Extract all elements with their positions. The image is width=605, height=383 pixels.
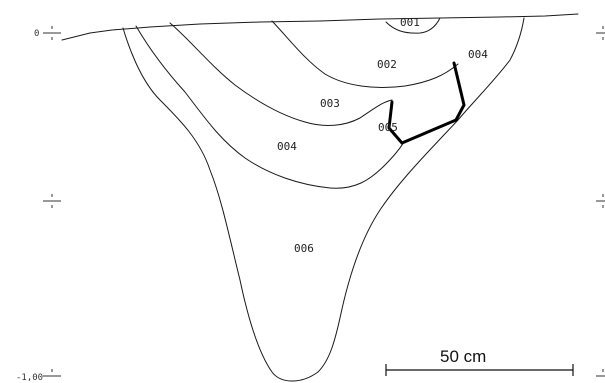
layer-002-boundary xyxy=(271,20,459,88)
layer-label-004-right: 004 xyxy=(468,48,488,61)
ground-surface-line xyxy=(61,13,579,41)
layer-label-006: 006 xyxy=(294,242,314,255)
layer-label-002: 002 xyxy=(377,58,397,71)
depth-label-bottom: -1,00 xyxy=(16,373,43,383)
scale-bar xyxy=(385,364,574,376)
layer-001-boundary xyxy=(385,17,441,34)
layer-label-004-left: 004 xyxy=(277,140,297,153)
survey-cross-right-top xyxy=(596,26,605,40)
survey-cross-left-top xyxy=(43,26,61,40)
pit-outline xyxy=(122,17,525,382)
survey-cross-left-bottom xyxy=(43,369,61,377)
layer-005-pit-outline xyxy=(387,61,466,145)
scale-bar-label: 50 cm xyxy=(440,347,486,366)
layer-label-003: 003 xyxy=(320,97,340,110)
survey-cross-right-bottom xyxy=(596,369,605,377)
survey-cross-right-middle xyxy=(596,194,605,208)
depth-label-top: 0 xyxy=(34,29,39,39)
layer-003-boundary xyxy=(169,22,393,126)
survey-cross-left-middle xyxy=(43,194,61,208)
layer-label-001: 001 xyxy=(400,16,420,29)
layer-label-005: 005 xyxy=(378,121,398,134)
layer-004-boundary xyxy=(135,25,405,189)
